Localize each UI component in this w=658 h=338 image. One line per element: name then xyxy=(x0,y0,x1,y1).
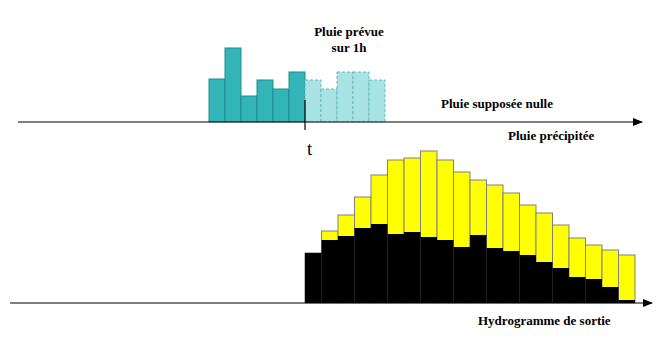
bar xyxy=(388,234,405,303)
bar xyxy=(536,213,553,303)
bar xyxy=(322,231,339,303)
bar xyxy=(225,48,241,122)
bar xyxy=(305,253,322,303)
bar xyxy=(569,238,586,303)
bar xyxy=(437,160,454,303)
bar xyxy=(602,287,619,303)
x-axis xyxy=(18,121,642,122)
bar xyxy=(553,268,570,303)
annotation: Pluie prévuesur 1h xyxy=(314,24,384,55)
bar xyxy=(487,248,504,303)
bar xyxy=(305,253,322,303)
bar xyxy=(454,172,471,303)
bar xyxy=(470,180,487,303)
bar xyxy=(257,80,273,122)
x-axis xyxy=(10,302,652,303)
bar xyxy=(586,245,603,303)
diagram: Pluie précipitée Pluie prévuesur 1h Pluie … xyxy=(0,0,658,338)
bar xyxy=(553,225,570,303)
bar xyxy=(289,72,305,122)
bar xyxy=(586,279,603,303)
bar xyxy=(321,89,337,122)
bar xyxy=(388,160,405,303)
annotation: Pluie supposée nulle xyxy=(441,96,553,111)
bar xyxy=(355,197,372,303)
bar xyxy=(437,240,454,303)
bar xyxy=(470,235,487,303)
bar xyxy=(369,80,385,122)
bar xyxy=(619,255,636,303)
bar xyxy=(602,250,619,303)
bar xyxy=(305,80,321,122)
bar xyxy=(371,175,388,303)
bar xyxy=(338,215,355,303)
bars xyxy=(305,151,635,303)
bar xyxy=(353,72,369,122)
bar xyxy=(404,232,421,303)
bar xyxy=(337,72,353,122)
bar xyxy=(454,247,471,303)
bar xyxy=(209,79,225,122)
bar xyxy=(241,96,257,122)
bar xyxy=(355,228,372,303)
bar xyxy=(536,262,553,303)
bar xyxy=(569,277,586,303)
bar xyxy=(503,251,520,303)
axis-label: Pluie précipitée xyxy=(508,128,595,143)
chart-1: Hydrogramme de sortie xyxy=(10,151,652,328)
bar xyxy=(338,236,355,303)
axis-label: Hydrogramme de sortie xyxy=(478,313,611,328)
bar xyxy=(421,151,438,303)
bars xyxy=(209,48,385,122)
bar xyxy=(273,89,289,122)
bar xyxy=(371,224,388,303)
chart-0: Pluie précipitée Pluie prévuesur 1h Pluie … xyxy=(18,24,642,159)
bar xyxy=(503,193,520,303)
bar xyxy=(520,205,537,303)
time-marker xyxy=(304,100,305,130)
bar xyxy=(520,255,537,303)
bar xyxy=(421,237,438,303)
bar xyxy=(487,185,504,303)
bar xyxy=(322,240,339,303)
annotation: t xyxy=(307,138,313,159)
bar xyxy=(404,158,421,303)
